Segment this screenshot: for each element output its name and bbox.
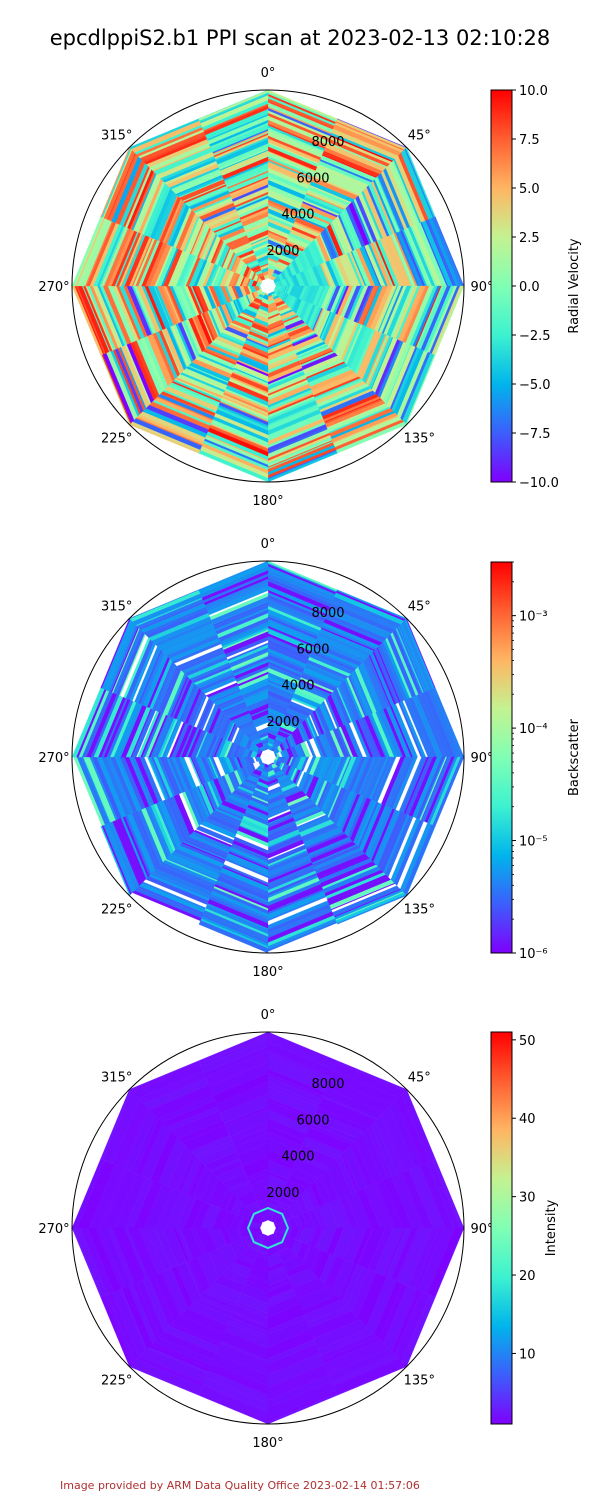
r-tick-label: 4000: [281, 208, 314, 223]
footer-credit: Image provided by ARM Data Quality Offic…: [60, 1479, 420, 1492]
colorbar-tick-label: 10⁻⁴: [519, 722, 548, 737]
colorbar-tick-label: 5.0: [519, 182, 540, 197]
theta-tick-label: 45°: [408, 1071, 431, 1086]
r-tick-label: 2000: [266, 715, 299, 730]
colorbar-gradient: [490, 1031, 513, 1425]
r-tick-label: 8000: [311, 1077, 344, 1092]
polar-panel-intensity: 0° 45° 90° 135° 180° 225° 270° 315° 2000 4000 6000…: [38, 1008, 559, 1451]
r-tick-label: 6000: [296, 171, 329, 186]
r-tick-label: 2000: [266, 1186, 299, 1201]
theta-tick-label: 45°: [408, 129, 431, 144]
colorbar-tick-label: 0.0: [519, 280, 540, 295]
colorbar-tick-label: 10⁻⁵: [519, 835, 548, 850]
colorbar-tick-label: 10⁻⁶: [519, 947, 548, 962]
theta-tick-label: 180°: [252, 1436, 283, 1451]
theta-tick-label: 225°: [101, 431, 132, 446]
colorbar-tick-label: 10⁻³: [519, 610, 548, 625]
colorbar-tick-label: 7.5: [519, 133, 540, 148]
colorbar-backscatter: 10⁻⁶ 10⁻⁵ 10⁻⁴ 10⁻³ Backscatter: [490, 561, 582, 962]
theta-tick-label: 315°: [101, 600, 132, 615]
r-tick-label: 4000: [281, 679, 314, 694]
colorbar-tick-label: −2.5: [519, 329, 551, 344]
theta-tick-label: 225°: [101, 902, 132, 917]
theta-tick-label: 0°: [261, 1008, 276, 1023]
colorbar-radial-velocity: −10.0 −7.5 −5.0 −2.5 0.0 2.5 5.0 7.5 10.0 Radial …: [490, 84, 582, 491]
theta-tick-label: 45°: [408, 600, 431, 615]
r-tick-label: 6000: [296, 642, 329, 657]
theta-tick-label: 180°: [252, 965, 283, 980]
colorbar-intensity: 10 20 30 40 50 Intensity: [490, 1031, 559, 1425]
colorbar-tick-label: 30: [519, 1191, 536, 1206]
theta-tick-label: 270°: [38, 280, 69, 295]
figure-title: epcdlppiS2.b1 PPI scan at 2023-02-13 02:…: [49, 26, 551, 50]
theta-tick-label: 0°: [261, 66, 276, 81]
r-tick-label: 2000: [266, 244, 299, 259]
theta-tick-label: 135°: [404, 431, 435, 446]
colorbar-tick-label: −10.0: [519, 476, 559, 491]
colorbar-tick-label: 40: [519, 1112, 536, 1127]
colorbar-tick-label: 50: [519, 1034, 536, 1049]
colorbar-label: Radial Velocity: [567, 238, 582, 334]
r-tick-label: 4000: [281, 1150, 314, 1165]
polar-panel-radial-velocity: 0° 45° 90° 135° 180° 225° 270° 315° 2000 4000 6000…: [38, 66, 582, 509]
colorbar-tick-label: 2.5: [519, 231, 540, 246]
colorbar-tick-label: 10: [519, 1347, 536, 1362]
theta-tick-label: 315°: [101, 1071, 132, 1086]
colorbar-tick-label: 10.0: [519, 84, 548, 99]
theta-tick-label: 135°: [404, 1373, 435, 1388]
theta-tick-label: 90°: [470, 280, 493, 295]
theta-tick-label: 270°: [38, 751, 69, 766]
r-tick-label: 8000: [311, 135, 344, 150]
colorbar-label: Backscatter: [567, 718, 582, 796]
colorbar-tick-label: 20: [519, 1269, 536, 1284]
theta-tick-label: 180°: [252, 494, 283, 509]
colorbar-gradient: [490, 561, 513, 954]
theta-tick-label: 90°: [470, 751, 493, 766]
colorbar-label: Intensity: [544, 1199, 559, 1256]
theta-tick-label: 90°: [470, 1222, 493, 1237]
theta-tick-label: 225°: [101, 1373, 132, 1388]
r-tick-label: 6000: [296, 1113, 329, 1128]
r-tick-label: 8000: [311, 606, 344, 621]
theta-tick-label: 135°: [404, 902, 435, 917]
colorbar-gradient: [490, 89, 513, 483]
polar-panel-backscatter: 0° 45° 90° 135° 180° 225° 270° 315° 2000 4000 6000…: [38, 537, 582, 980]
theta-tick-label: 0°: [261, 537, 276, 552]
colorbar-tick-label: −7.5: [519, 427, 551, 442]
theta-tick-label: 315°: [101, 129, 132, 144]
colorbar-tick-label: −5.0: [519, 378, 551, 393]
theta-tick-label: 270°: [38, 1222, 69, 1237]
